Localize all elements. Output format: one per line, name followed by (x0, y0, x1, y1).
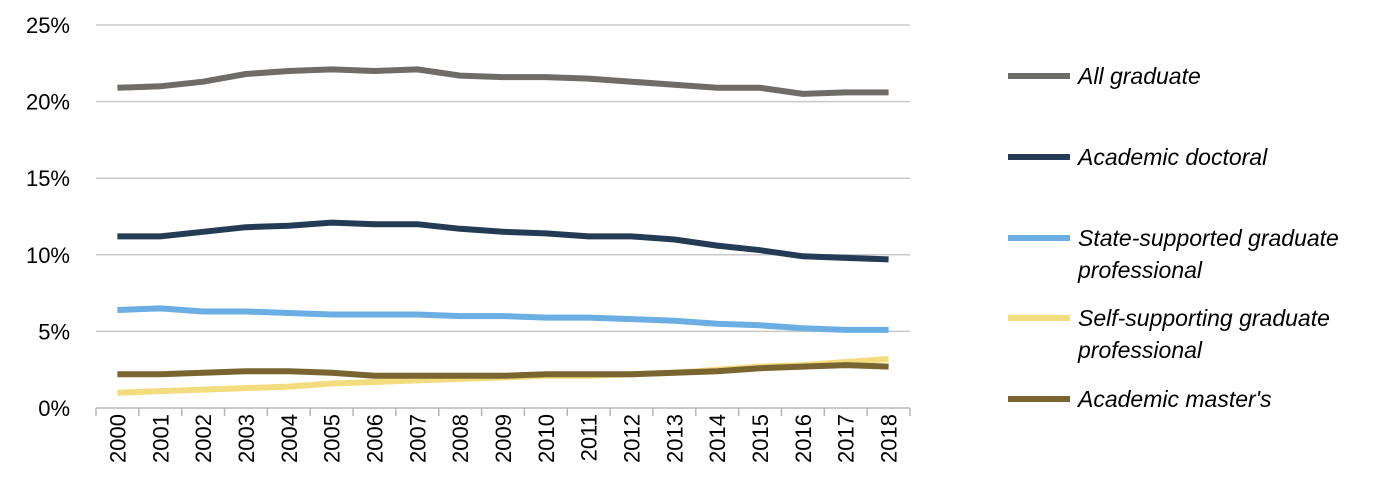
legend-label-line: Academic master's (1078, 386, 1272, 412)
y-tick-label: 5% (38, 319, 70, 344)
x-tick-label: 2018 (877, 414, 902, 463)
series-line-academic-master-s (117, 362, 889, 379)
legend-label: Self-supporting graduate professional (1078, 302, 1378, 366)
legend-label: All graduate (1078, 60, 1378, 92)
legend-item-academic-masters: Academic master's (1008, 383, 1378, 415)
legend-item-self-supporting: Self-supporting graduate professional (1008, 302, 1378, 366)
legend-item-academic-doctoral: Academic doctoral (1008, 141, 1378, 173)
x-tick-label: 2001 (148, 414, 173, 463)
series-line-state-supported-graduate-professional (117, 305, 889, 333)
legend-label-line: professional (1078, 257, 1203, 283)
legend-label-line: Self-supporting graduate (1078, 305, 1330, 331)
legend-label-line: All graduate (1078, 63, 1201, 89)
y-axis-tick-labels: 0% 5% 10% 15% 20% 25% (26, 13, 70, 421)
legend-label-line: Academic doctoral (1078, 144, 1268, 170)
legend-label-line: professional (1078, 337, 1203, 363)
x-axis-tick-labels: 2000 2001 2002 2003 2004 2005 2006 2007 2008 2009… (95, 408, 911, 463)
y-tick-label: 20% (26, 90, 70, 115)
legend-label: Academic master's (1078, 383, 1378, 415)
x-tick-label: 2004 (277, 414, 302, 463)
x-tick-label: 2008 (448, 414, 473, 463)
x-tick-label: 2002 (191, 414, 216, 463)
series-line-academic-doctoral (117, 219, 889, 263)
x-tick-label: 2010 (534, 414, 559, 463)
gridlines (96, 24, 910, 409)
y-tick-label: 0% (38, 396, 70, 421)
y-tick-label: 25% (26, 13, 70, 38)
x-tick-label: 2011 (577, 414, 602, 461)
x-tick-label: 2017 (834, 414, 859, 463)
x-tick-label: 2012 (620, 414, 645, 463)
legend-label: State-supported graduate professional (1078, 222, 1378, 286)
legend-swatch (1008, 235, 1070, 241)
x-tick-label: 2006 (362, 414, 387, 463)
legend-label-line: State-supported graduate (1078, 225, 1339, 251)
series-line-all-graduate (117, 66, 889, 97)
x-tick-label: 2009 (491, 414, 516, 463)
x-tick-label: 2013 (662, 414, 687, 463)
legend-swatch (1008, 315, 1070, 321)
legend-item-all-graduate: All graduate (1008, 60, 1378, 92)
x-tick-label: 2014 (705, 414, 730, 463)
x-tick-label: 2015 (748, 414, 773, 463)
series-lines (117, 66, 889, 396)
legend-swatch (1008, 154, 1070, 160)
y-tick-label: 15% (26, 166, 70, 191)
x-tick-label: 2003 (234, 414, 259, 463)
x-tick-label: 2007 (405, 414, 430, 463)
y-tick-label: 10% (26, 243, 70, 268)
x-tick-label: 2016 (791, 414, 816, 463)
legend-label: Academic doctoral (1078, 141, 1378, 173)
x-tick-label: 2005 (320, 414, 345, 463)
legend-item-state-supported: State-supported graduate professional (1008, 222, 1378, 286)
legend-swatch (1008, 73, 1070, 79)
x-tick-label: 2000 (105, 414, 130, 463)
line-chart: 0%5%10%15%20%25% 2000 2001 2002 2003 2004 200… (26, 13, 911, 463)
legend-swatch (1008, 396, 1070, 402)
legend: All graduate Academic doctoral State-sup… (1008, 0, 1388, 489)
